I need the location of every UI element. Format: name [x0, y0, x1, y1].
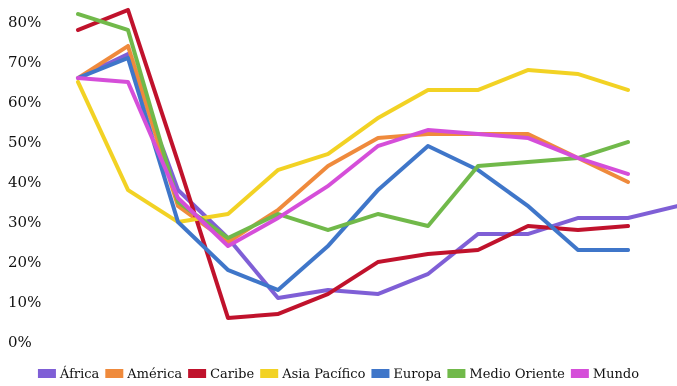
legend-item: Caribe — [188, 367, 255, 382]
y-tick-label: 80% — [8, 13, 41, 31]
series-line-4 — [76, 56, 630, 292]
series-line-0 — [76, 52, 677, 300]
legend-swatch — [105, 369, 124, 378]
legend-swatch — [188, 369, 207, 378]
y-tick-label: 70% — [8, 53, 41, 71]
legend-item: Medio Oriente — [447, 367, 565, 382]
legend-swatch — [371, 369, 390, 378]
legend-item: Europa — [371, 367, 442, 382]
y-tick-label: 30% — [8, 213, 41, 231]
legend: África América Caribe Asia Pacífico Europa Me… — [37, 366, 639, 382]
y-tick-label: 0% — [8, 333, 32, 351]
legend-item: África — [37, 366, 100, 382]
legend-item: Asia Pacífico — [260, 367, 366, 382]
y-tick-label: 20% — [8, 253, 41, 271]
legend-swatch — [37, 369, 56, 378]
legend-swatch — [447, 369, 466, 378]
y-tick-label: 40% — [8, 173, 41, 191]
legend-label: América — [126, 367, 182, 382]
plot-area — [76, 8, 677, 320]
legend-label: África — [59, 366, 100, 382]
series-line-6 — [76, 76, 630, 248]
legend-item: Mundo — [570, 367, 639, 382]
legend-swatch — [570, 369, 589, 378]
legend-label: Europa — [393, 367, 441, 382]
legend-label: Mundo — [593, 367, 639, 382]
y-axis: 80% 70% 60% 50% 40% 30% 20% 10% 0% — [8, 13, 41, 351]
legend-label: Caribe — [210, 367, 254, 382]
series-line-3 — [76, 68, 630, 224]
y-tick-label: 10% — [8, 293, 41, 311]
legend-label: Medio Oriente — [469, 367, 565, 382]
series-line-5 — [76, 12, 630, 240]
y-tick-label: 60% — [8, 93, 41, 111]
legend-item: América — [105, 367, 182, 382]
legend-label: Asia Pacífico — [281, 367, 365, 382]
series-line-2 — [76, 8, 630, 320]
y-tick-label: 50% — [8, 133, 41, 151]
legend-swatch — [260, 369, 279, 378]
